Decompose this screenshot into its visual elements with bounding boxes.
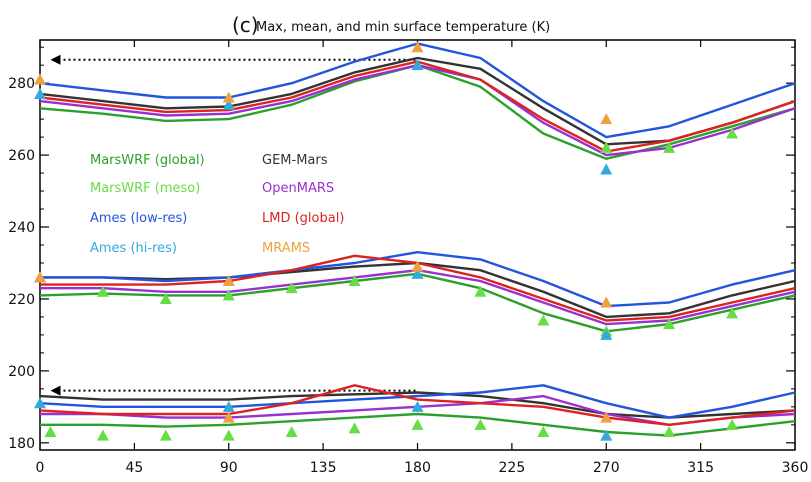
series-marker xyxy=(222,98,235,110)
series-marker xyxy=(411,59,424,71)
series-marker xyxy=(411,260,424,272)
y-tick-label: 260 xyxy=(8,148,35,164)
y-tick-label: 220 xyxy=(8,292,35,308)
axis-ticks: 0 45 90 135 180 225 270 315 360 180 200 220 240 260 28… xyxy=(8,40,808,476)
x-tick-label: 360 xyxy=(782,460,809,476)
x-tick-label: 135 xyxy=(310,460,337,476)
series-marker xyxy=(222,400,235,412)
chart-panel-label: (c) xyxy=(232,13,259,37)
chart-title: Max, mean, and min surface temperature (… xyxy=(256,20,550,35)
series-marker xyxy=(411,267,424,279)
series-marker xyxy=(600,296,613,308)
series-marker xyxy=(600,328,613,340)
series-marker xyxy=(34,271,46,283)
x-tick-label: 225 xyxy=(499,460,526,476)
series-marker xyxy=(726,418,739,430)
series-marker xyxy=(600,163,613,175)
series-marker xyxy=(663,426,676,438)
x-tick-label: 0 xyxy=(36,460,45,476)
series-marker xyxy=(159,292,172,304)
series-line xyxy=(39,384,796,426)
reference-lines xyxy=(50,54,418,396)
legend-entry: Ames (low-res) xyxy=(90,211,187,226)
x-tick-label: 315 xyxy=(687,460,714,476)
legend: MarsWRF (global) GEM-Mars MarsWRF (meso) Op… xyxy=(90,153,344,256)
series-marker xyxy=(222,91,235,103)
series-marker xyxy=(96,429,109,441)
series-marker xyxy=(348,422,361,434)
x-tick-label: 90 xyxy=(220,460,238,476)
reference-arrowhead xyxy=(50,385,61,396)
series-marker xyxy=(726,307,739,319)
series-layer xyxy=(34,41,796,441)
legend-entry: Ames (hi-res) xyxy=(90,241,177,256)
series-marker xyxy=(222,411,235,423)
y-tick-label: 180 xyxy=(8,436,35,452)
legend-entry: LMD (global) xyxy=(262,211,344,226)
series-marker xyxy=(663,141,676,153)
series-marker xyxy=(600,429,613,441)
series-marker xyxy=(411,400,424,412)
legend-entry: MRAMS xyxy=(262,241,310,256)
series-marker xyxy=(34,87,46,99)
x-tick-label: 270 xyxy=(593,460,620,476)
series-marker xyxy=(285,282,298,294)
series-marker xyxy=(159,429,172,441)
series-marker xyxy=(411,418,424,430)
series-marker xyxy=(222,429,235,441)
series-marker xyxy=(726,127,739,139)
y-tick-label: 240 xyxy=(8,220,35,236)
reference-arrowhead xyxy=(50,54,61,65)
series-marker xyxy=(34,73,46,85)
legend-entry: MarsWRF (global) xyxy=(90,153,205,168)
series-marker xyxy=(663,318,676,330)
series-marker xyxy=(600,141,613,153)
series-marker xyxy=(285,426,298,438)
series-marker xyxy=(474,285,487,297)
series-line xyxy=(39,272,796,333)
series-marker xyxy=(537,314,550,326)
legend-entry: OpenMARS xyxy=(262,181,334,196)
series-marker xyxy=(34,397,46,409)
series-marker xyxy=(222,274,235,286)
series-marker xyxy=(537,426,550,438)
series-marker xyxy=(96,285,109,297)
series-marker xyxy=(600,113,613,125)
legend-entry: MarsWRF (meso) xyxy=(90,181,200,196)
x-tick-label: 180 xyxy=(404,460,431,476)
y-tick-label: 200 xyxy=(8,364,35,380)
series-marker xyxy=(411,41,424,53)
series-marker xyxy=(348,274,361,286)
series-marker xyxy=(44,426,57,438)
series-marker xyxy=(474,418,487,430)
series-line xyxy=(39,384,796,419)
series-marker xyxy=(222,289,235,301)
y-tick-label: 280 xyxy=(8,76,35,92)
series-marker xyxy=(600,411,613,423)
x-tick-label: 45 xyxy=(125,460,143,476)
legend-entry: GEM-Mars xyxy=(262,153,328,168)
series-line xyxy=(39,56,796,146)
series-line xyxy=(40,250,796,308)
